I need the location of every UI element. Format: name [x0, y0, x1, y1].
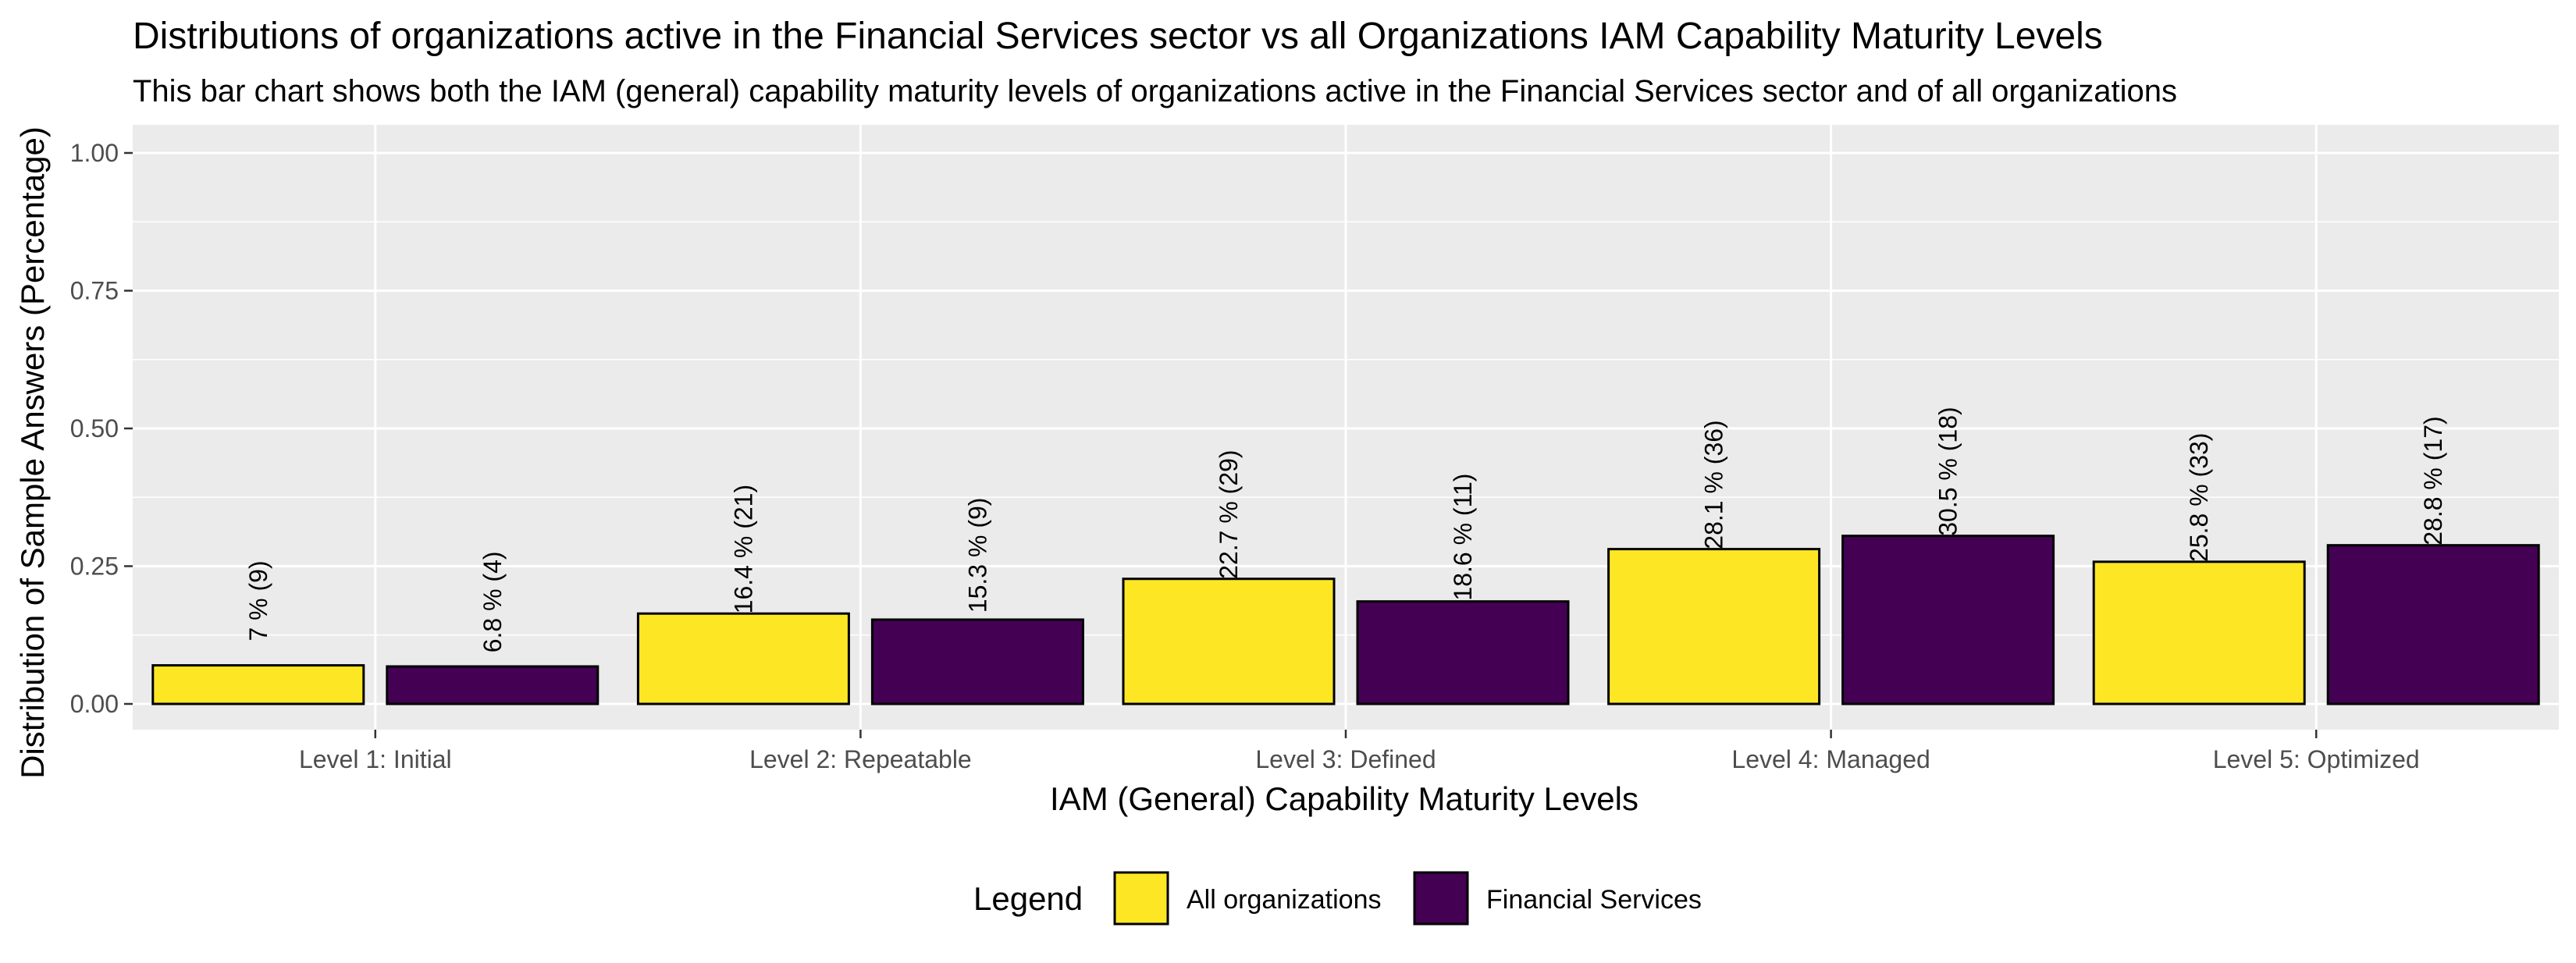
y-tick-label: 1.00: [70, 139, 119, 167]
chart-subtitle: This bar chart shows both the IAM (gener…: [133, 74, 2177, 108]
bar-financial-services-4: [1841, 535, 2055, 705]
data-labels: 7 % (9) 16.4 % (21) 22.7 % (29) 28.1 % (36)…: [244, 407, 2447, 652]
x-tick-label: Level 1: Initial: [299, 745, 452, 773]
gridlines: [133, 125, 2559, 730]
chart-title: Distributions of organizations active in…: [133, 16, 2103, 57]
data-label: 6.8 % (4): [479, 551, 507, 652]
y-tick-label: 0.75: [70, 277, 119, 305]
y-tick-label: 0.25: [70, 553, 119, 581]
data-label: 18.6 % (11): [1449, 474, 1477, 601]
bar-financial-services-1: [386, 665, 600, 705]
legend-key-financial-services: [1413, 871, 1469, 926]
y-axis: 0.00 0.25 0.50 0.75 1.00: [70, 139, 133, 718]
bars: [151, 535, 2540, 705]
data-label: 22.7 % (29): [1215, 450, 1243, 578]
bar-all-organizations-2: [636, 612, 850, 705]
data-label: 25.8 % (33): [2185, 433, 2213, 562]
legend-label-all-organizations: All organizations: [1187, 885, 1381, 915]
data-label: 30.5 % (18): [1934, 407, 1962, 535]
data-label: 15.3 % (9): [963, 498, 991, 613]
legend-label-financial-services: Financial Services: [1486, 885, 1702, 915]
bar-all-organizations-3: [1122, 577, 1336, 705]
x-tick-label: Level 5: Optimized: [2213, 745, 2420, 773]
legend: Legend All organizations Financial Servic…: [973, 871, 1702, 926]
data-label: 28.8 % (17): [2419, 416, 2447, 545]
y-tick-label: 0.00: [70, 690, 119, 718]
x-tick-label: Level 2: Repeatable: [749, 745, 972, 773]
x-tick-label: Level 4: Managed: [1731, 745, 1930, 773]
y-axis-title: Distribution of Sample Answers (Percenta…: [14, 126, 51, 779]
x-tick-label: Level 3: Defined: [1255, 745, 1436, 773]
x-axis-title: IAM (General) Capability Maturity Levels: [1050, 780, 1638, 817]
legend-title: Legend: [973, 880, 1083, 917]
data-label: 7 % (9): [244, 560, 272, 641]
x-axis: Level 1: Initial Level 2: Repeatable Level…: [299, 730, 2420, 773]
y-tick-label: 0.50: [70, 414, 119, 442]
legend-key-all-organizations: [1113, 871, 1169, 926]
bar-all-organizations-1: [151, 664, 365, 705]
bar-financial-services-5: [2326, 544, 2540, 705]
data-label: 16.4 % (21): [729, 485, 757, 613]
bar-financial-services-3: [1356, 600, 1570, 705]
bar-all-organizations-4: [1607, 548, 1821, 705]
bar-financial-services-2: [870, 618, 1084, 705]
data-label: 28.1 % (36): [1700, 420, 1728, 549]
bar-all-organizations-5: [2092, 560, 2306, 705]
